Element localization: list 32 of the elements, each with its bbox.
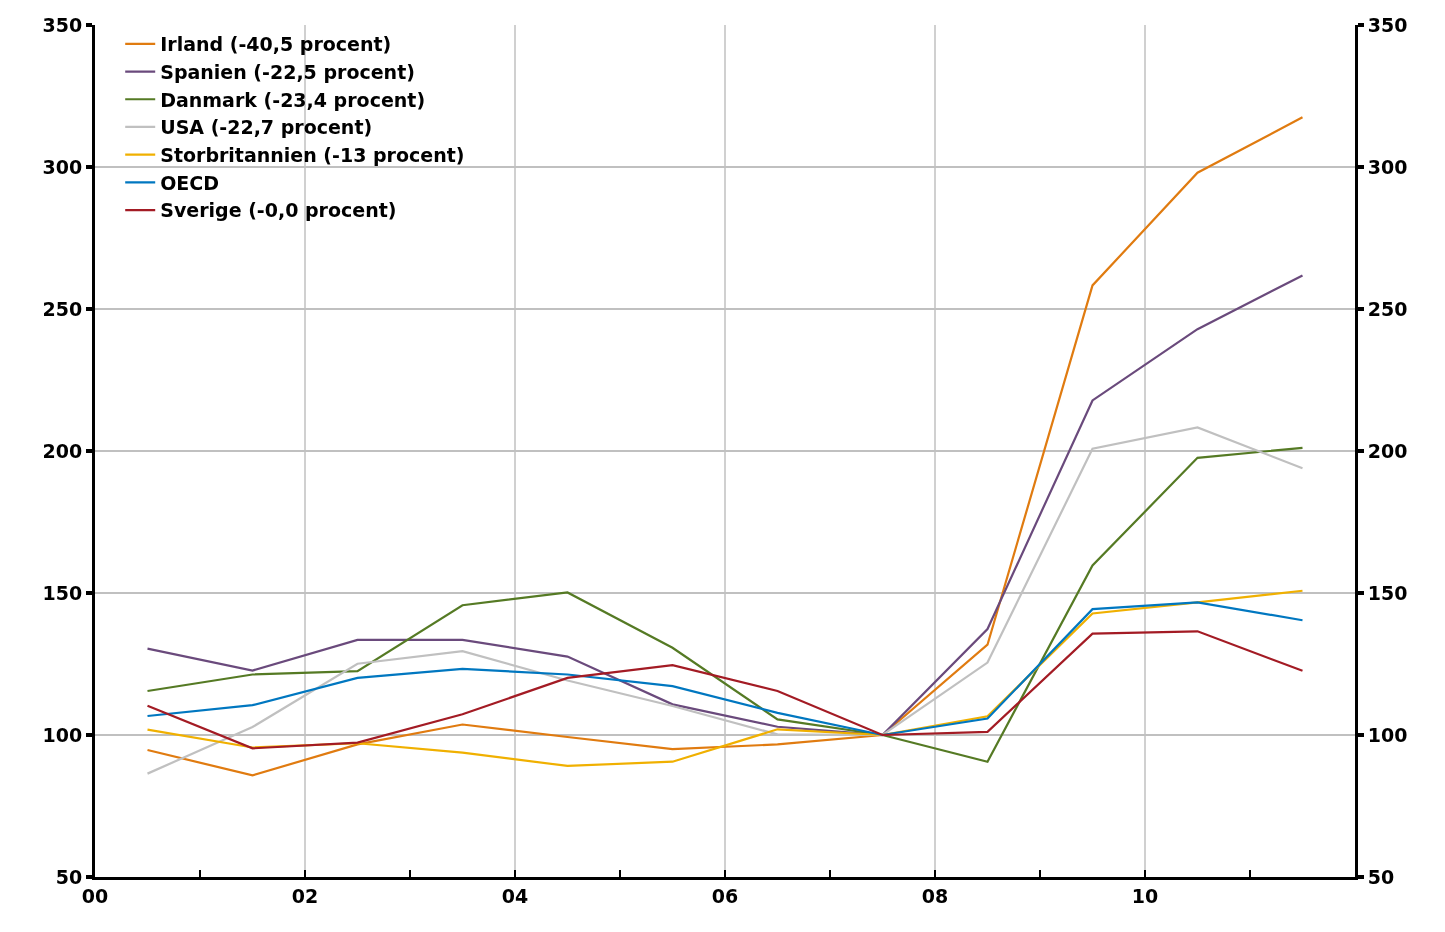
- y2-tick-label: 300: [1367, 155, 1408, 178]
- y2-tick-label: 50: [1367, 865, 1395, 888]
- y2-tick-label: 250: [1367, 297, 1408, 320]
- legend-label: Storbritannien (-13 procent): [160, 144, 465, 167]
- y-tick-label: 150: [42, 581, 83, 604]
- line-series: [146, 274, 1304, 737]
- x-tick-label: 08: [921, 884, 949, 907]
- legend-label: Spanien (-22,5 procent): [160, 60, 415, 83]
- line-series: [146, 116, 1304, 777]
- y2-tick-label: 200: [1367, 439, 1408, 462]
- legend-label: Danmark (-23,4 procent): [160, 88, 426, 111]
- x-tick-label: 10: [1131, 884, 1159, 907]
- x-tick-label: 04: [501, 884, 529, 907]
- x-tick-label: 00: [81, 884, 109, 907]
- legend-label: USA (-22,7 procent): [160, 116, 373, 139]
- line-series: [146, 589, 1304, 768]
- y-tick-label: 300: [42, 155, 83, 178]
- y2-tick-label: 100: [1367, 723, 1408, 746]
- legend-label: OECD: [160, 171, 220, 194]
- legend-label: Sverige (-0,0 procent): [160, 199, 397, 222]
- y2-tick-label: 150: [1367, 581, 1408, 604]
- y-tick-label: 100: [42, 723, 83, 746]
- y-tick-label: 200: [42, 439, 83, 462]
- line-series: [146, 601, 1304, 737]
- legend-label: Irland (-40,5 procent): [160, 33, 392, 56]
- x-tick-label: 02: [291, 884, 319, 907]
- y2-tick-label: 350: [1367, 13, 1408, 36]
- y-tick-label: 50: [55, 865, 83, 888]
- line-series: [146, 630, 1304, 750]
- y-tick-label: 250: [42, 297, 83, 320]
- x-tick-label: 06: [711, 884, 739, 907]
- y-tick-label: 350: [42, 13, 83, 36]
